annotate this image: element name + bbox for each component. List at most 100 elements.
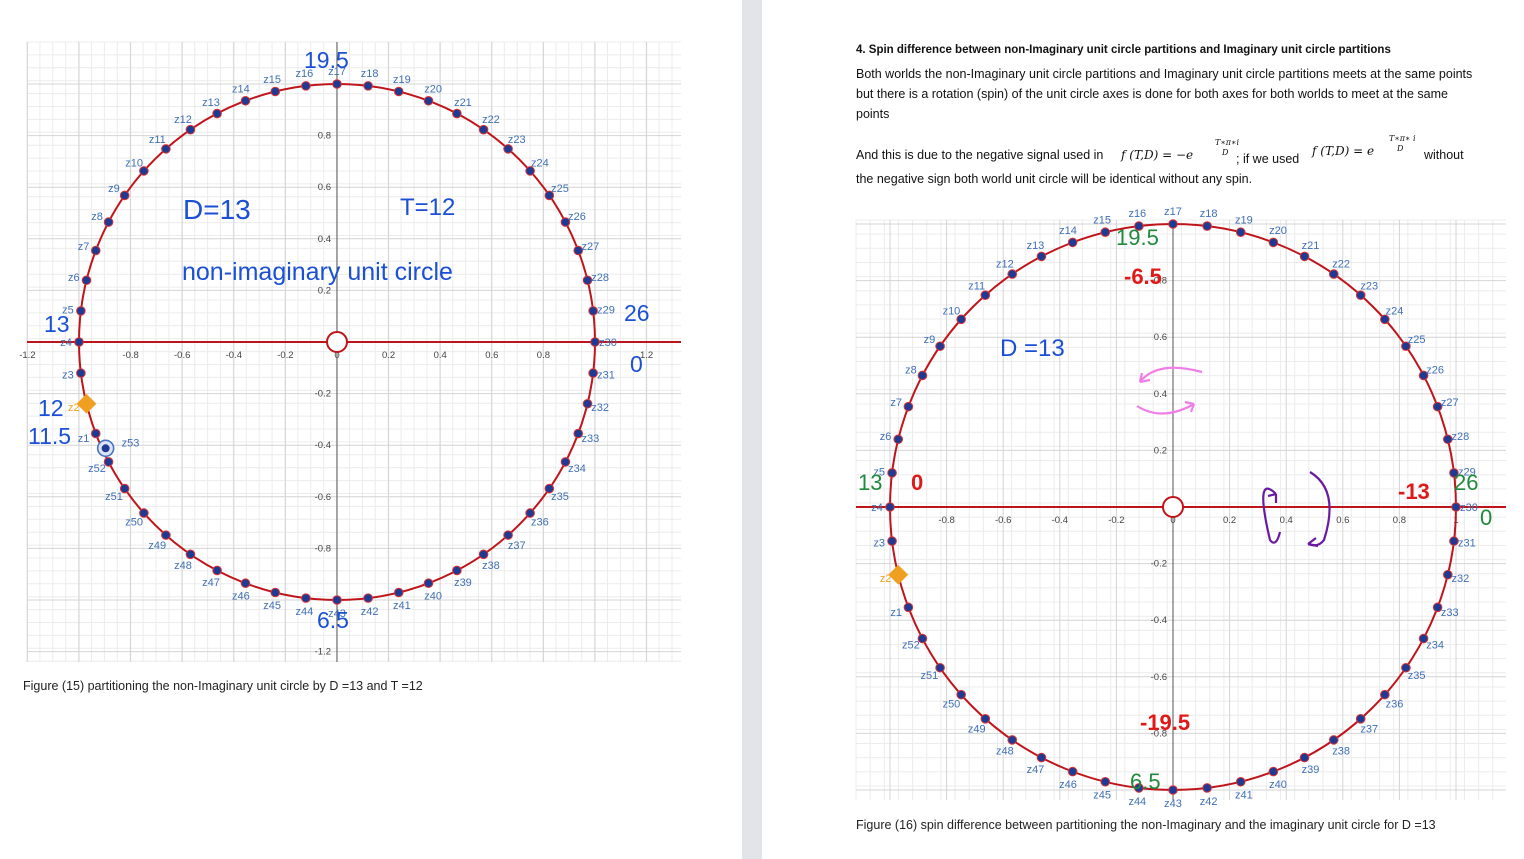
partition-point-label: z30 xyxy=(599,337,617,349)
partition-point-label: z46 xyxy=(232,590,250,602)
partition-point xyxy=(582,275,593,286)
partition-point-label: z10 xyxy=(125,157,143,169)
partition-point-label: z27 xyxy=(582,241,600,253)
partition-point xyxy=(270,587,281,598)
partition-point xyxy=(885,502,895,512)
partition-point-label: z44 xyxy=(1128,796,1146,808)
purple-arrow-right-head-icon xyxy=(1307,537,1319,548)
pink-arrow-head-icon xyxy=(1138,372,1151,384)
partition-point xyxy=(1134,783,1144,793)
big-label-left: 13 xyxy=(858,470,882,495)
partition-point xyxy=(560,217,571,227)
y-tick-label: -0.4 xyxy=(315,440,331,451)
partition-point xyxy=(1380,314,1390,325)
partition-point-label: z28 xyxy=(591,272,609,284)
partition-point-label: z41 xyxy=(393,600,411,612)
partition-point-label: z4 xyxy=(60,337,72,349)
y-tick-label: -0.2 xyxy=(1151,559,1167,570)
y-tick-label: -0.6 xyxy=(315,492,331,503)
partition-point xyxy=(935,662,945,673)
partition-point xyxy=(423,95,434,106)
partition-point-label: z34 xyxy=(1426,640,1444,652)
formula-paragraph: And this is due to the negative signal u… xyxy=(856,134,1496,188)
x-tick-label: 0.2 xyxy=(1223,515,1236,526)
x-tick-label: -0.8 xyxy=(938,515,954,526)
partition-point-label: z25 xyxy=(551,183,569,195)
partition-point-label: z7 xyxy=(890,397,902,409)
partition-point-label: z22 xyxy=(1332,258,1350,270)
partition-point xyxy=(1036,752,1047,763)
partition-point xyxy=(893,434,904,445)
partition-point xyxy=(544,483,555,494)
partition-point xyxy=(1268,237,1279,248)
formula-1-denominator: D xyxy=(1222,148,1229,157)
partition-point-label: z9 xyxy=(108,183,120,195)
y-tick-label: -1.2 xyxy=(315,647,331,658)
partition-point xyxy=(76,306,86,316)
partition-point-label: z20 xyxy=(424,84,442,96)
partition-point-label: z24 xyxy=(1386,306,1404,318)
formula-prefix: And this is due to the negative signal u… xyxy=(856,148,1104,162)
partition-point xyxy=(588,368,598,378)
partition-point-label: z9 xyxy=(924,334,936,346)
partition-point-label: z16 xyxy=(295,68,313,80)
partition-point-label: z48 xyxy=(174,560,192,572)
formula-1-exponent: T∗π∗i xyxy=(1215,138,1240,147)
partition-point-label: z17 xyxy=(328,66,346,78)
partition-point xyxy=(212,108,222,119)
x-tick-label: -0.6 xyxy=(995,515,1011,526)
origin-marker-icon xyxy=(326,331,348,353)
partition-point xyxy=(560,457,571,467)
partition-point xyxy=(1449,468,1459,478)
partition-point-label: z12 xyxy=(996,258,1014,270)
partition-point xyxy=(1401,341,1411,352)
partition-point-label: z32 xyxy=(591,402,609,414)
partition-point xyxy=(103,457,114,467)
partition-point xyxy=(1067,766,1078,777)
partition-point xyxy=(478,549,489,560)
formula-2: f (T,D) = e xyxy=(1312,144,1375,158)
body-paragraph: Both worlds the non-Imaginary unit circl… xyxy=(856,67,1473,121)
document-page-left: -1.2 -0.8 -0.6 -0.4 -0.2 0 0.2 0.4 0.6 0.8 1.2 0.8 0… xyxy=(0,0,742,859)
partition-point xyxy=(1235,776,1246,787)
big-label-left: 13 xyxy=(44,311,70,337)
grid xyxy=(26,41,681,662)
y-tick-label: 0.4 xyxy=(1154,389,1167,400)
partition-point-label: z35 xyxy=(551,491,569,503)
partition-point xyxy=(1442,569,1453,580)
figure-15-caption: Figure (15) partitioning the non-Imagina… xyxy=(23,679,423,693)
x-tick-label: 0 xyxy=(1170,515,1175,526)
partition-point xyxy=(1036,251,1047,262)
partition-point-label: z33 xyxy=(582,433,600,445)
d-label: D=13 xyxy=(183,194,251,225)
big-label-bottom: 6.5 xyxy=(1130,769,1161,794)
y-tick-label: -0.8 xyxy=(315,543,331,554)
y-tick-label: 0.6 xyxy=(1154,332,1167,343)
partition-point-label: z36 xyxy=(531,517,549,529)
grid xyxy=(855,219,1506,800)
partition-point xyxy=(478,124,489,135)
partition-point-label: z31 xyxy=(1458,538,1476,550)
tick-labels: -0.8 -0.6 -0.4 -0.2 0 0.2 0.4 0.6 0.8 10.80.60.40… xyxy=(938,276,1458,740)
partition-point xyxy=(332,595,342,605)
x-tick-label: -1.2 xyxy=(19,350,35,361)
purple-arrow-head-icon xyxy=(1267,492,1278,503)
partition-point xyxy=(1100,776,1111,787)
big-label-right-red: -13 xyxy=(1398,479,1430,504)
partition-point xyxy=(270,86,281,97)
partition-point-label: z3 xyxy=(873,538,885,550)
big-label-bottom: 6.5 xyxy=(317,607,349,633)
partition-point xyxy=(525,508,535,518)
partition-point-label: z23 xyxy=(1360,280,1378,292)
partition-point xyxy=(956,314,966,325)
partition-point xyxy=(582,398,593,409)
big-label-12: 12 xyxy=(38,395,64,421)
big-label-right-zero: 0 xyxy=(1480,505,1492,530)
partition-point-label: z29 xyxy=(597,304,615,316)
formula-1: f (T,D) = −e xyxy=(1121,148,1194,162)
partition-point xyxy=(103,217,114,227)
partition-point xyxy=(1299,752,1310,763)
partition-point xyxy=(573,428,584,439)
partition-point xyxy=(301,81,311,91)
annotations: 19.5 6.5 26 0 13 12 11.5 D=13 T=12 non-i… xyxy=(28,47,650,633)
